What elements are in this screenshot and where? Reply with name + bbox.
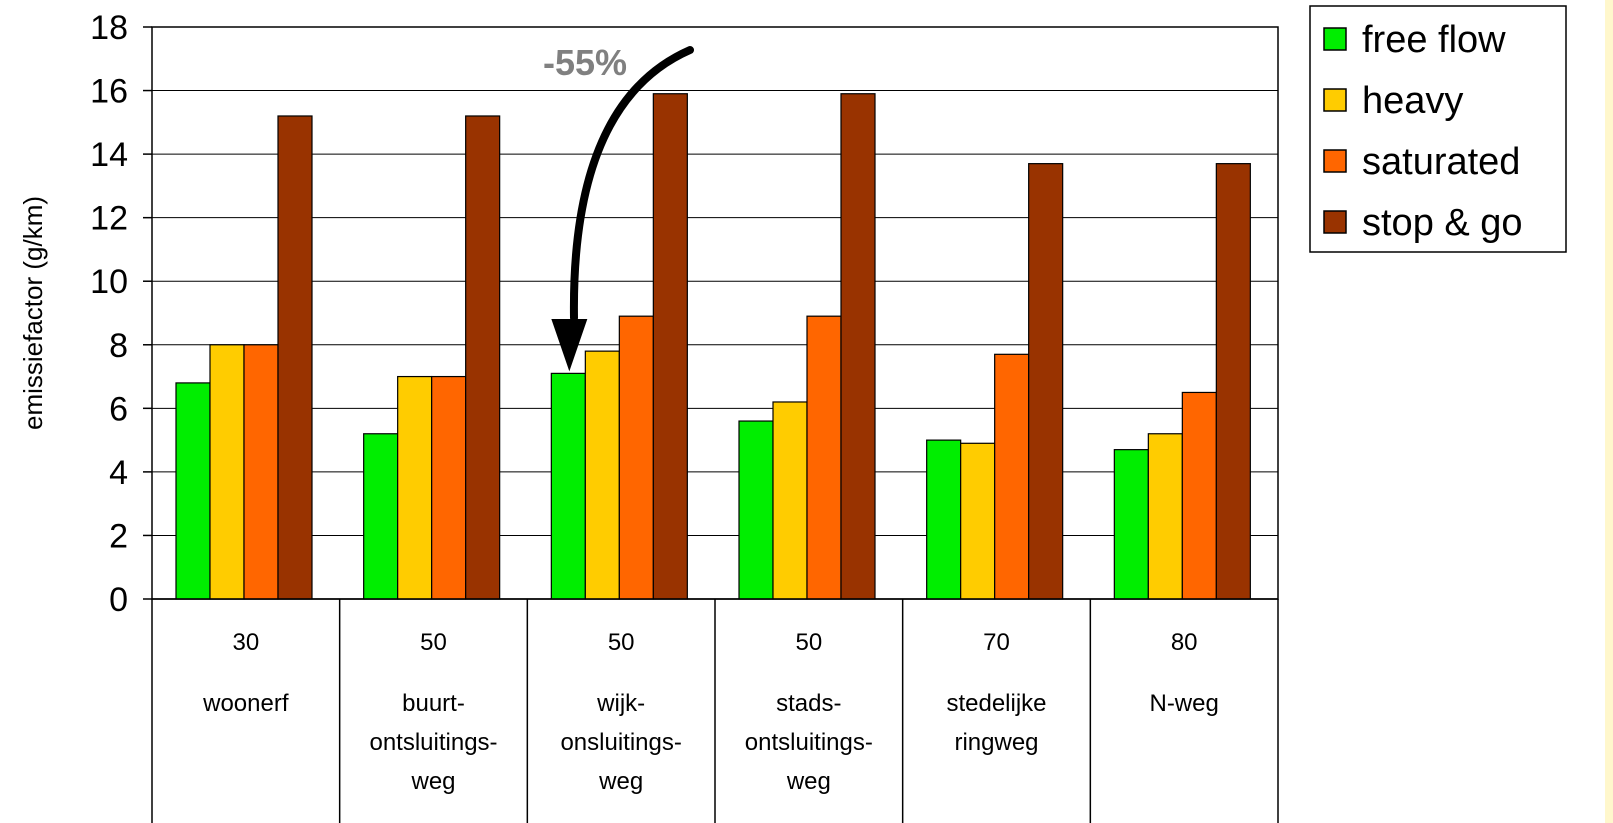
category-speed-label: 50 xyxy=(608,629,635,656)
y-tick-label: 0 xyxy=(109,581,128,619)
category-name-label: ontsluitings- xyxy=(369,729,497,756)
bar-free-flow xyxy=(926,439,962,600)
legend-swatch xyxy=(1323,88,1347,112)
bar-stop-go xyxy=(840,93,876,600)
bar-saturated xyxy=(243,344,279,600)
category-name-label: buurt- xyxy=(402,690,465,717)
bar-saturated xyxy=(994,353,1030,600)
category-speed-label: 50 xyxy=(420,629,447,656)
category-name-label: wijk- xyxy=(596,690,645,717)
legend-label: stop & go xyxy=(1362,202,1523,244)
category-speed-label: 80 xyxy=(1171,629,1198,656)
bar-saturated xyxy=(806,315,842,600)
category-name-label: ringweg xyxy=(954,729,1038,756)
legend-label: saturated xyxy=(1362,141,1520,183)
category-name-label: N-weg xyxy=(1149,690,1218,717)
bar-heavy xyxy=(772,401,808,600)
y-axis-label: emissiefactor (g/km) xyxy=(18,196,48,430)
bar-heavy xyxy=(209,344,245,600)
bar-free-flow xyxy=(738,420,774,600)
bar-saturated xyxy=(618,315,654,600)
annotation-text: -55% xyxy=(543,42,627,83)
bar-saturated xyxy=(1181,391,1217,600)
category-name-label: stads- xyxy=(776,690,841,717)
y-tick-label: 10 xyxy=(90,263,128,301)
bar-free-flow xyxy=(550,372,586,600)
bar-heavy xyxy=(1147,433,1183,600)
bar-free-flow xyxy=(1113,449,1149,600)
y-tick-label: 4 xyxy=(109,454,128,492)
y-tick-label: 12 xyxy=(90,200,128,238)
category-speed-label: 30 xyxy=(232,629,259,656)
bar-stop-go xyxy=(277,115,313,600)
bar-free-flow xyxy=(175,382,211,600)
bar-stop-go xyxy=(1215,163,1251,600)
category-name-label: weg xyxy=(410,768,455,795)
category-name-label: onsluitings- xyxy=(560,729,681,756)
category-name-label: weg xyxy=(598,768,643,795)
category-name-label: weg xyxy=(786,768,831,795)
bar-heavy xyxy=(960,442,996,600)
bar-stop-go xyxy=(465,115,501,600)
y-tick-label: 18 xyxy=(90,9,128,47)
y-tick-label: 8 xyxy=(109,327,128,365)
slide-edge xyxy=(1605,0,1613,823)
bar-free-flow xyxy=(363,433,399,600)
category-name-label: ontsluitings- xyxy=(745,729,873,756)
legend-swatch xyxy=(1323,27,1347,51)
bar-heavy xyxy=(584,350,620,600)
bar-stop-go xyxy=(1028,163,1064,600)
y-tick-label: 16 xyxy=(90,73,128,111)
y-tick-label: 2 xyxy=(109,517,128,555)
legend-swatch xyxy=(1323,210,1347,234)
category-speed-label: 50 xyxy=(795,629,822,656)
plot-area xyxy=(151,26,1279,600)
legend-box xyxy=(1309,5,1567,253)
legend-label: heavy xyxy=(1362,80,1463,122)
y-tick-label: 14 xyxy=(90,136,128,174)
bar-heavy xyxy=(397,375,433,600)
legend-swatch xyxy=(1323,149,1347,173)
annotation-arrow xyxy=(569,46,694,322)
category-speed-label: 70 xyxy=(983,629,1010,656)
annotation-arrowhead xyxy=(551,319,588,372)
category-name-label: stedelijke xyxy=(946,690,1046,717)
y-tick-label: 6 xyxy=(109,390,128,428)
bar-saturated xyxy=(431,375,467,600)
bar-stop-go xyxy=(652,93,688,600)
category-name-label: woonerf xyxy=(202,690,289,717)
legend-label: free flow xyxy=(1362,19,1506,61)
